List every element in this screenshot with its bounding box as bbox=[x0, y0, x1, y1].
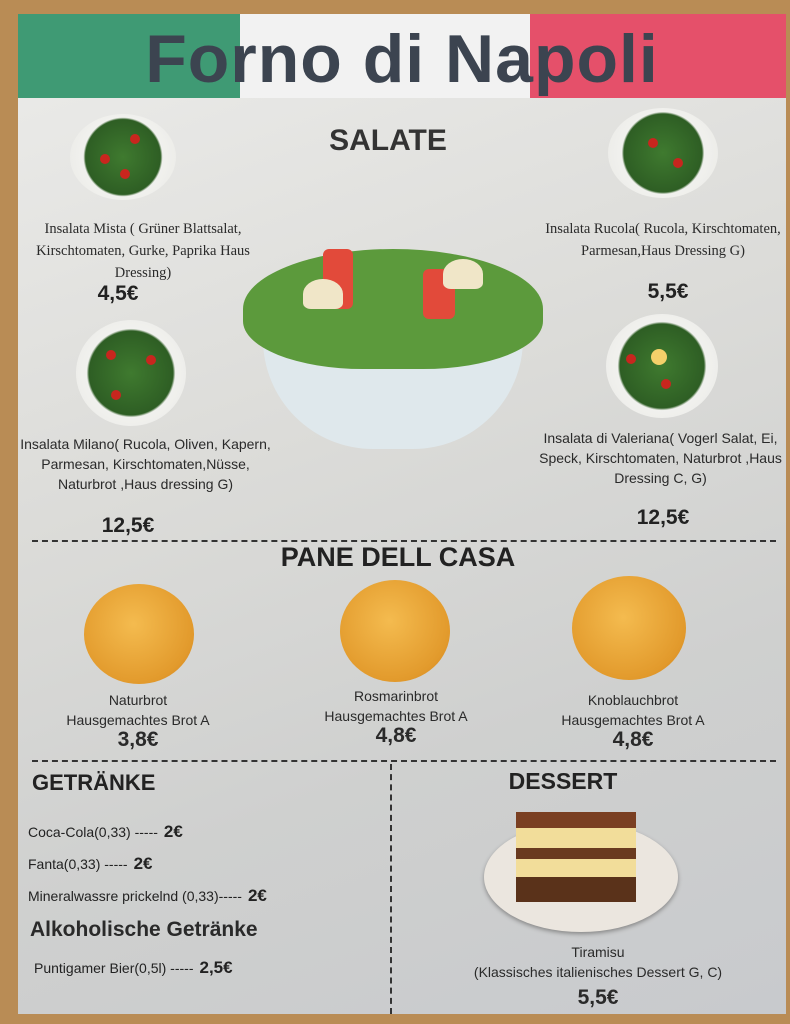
bread-image-rosmarinbrot bbox=[340, 580, 450, 682]
salad-image-valeriana bbox=[606, 314, 718, 418]
bread-name: Knoblauchbrot bbox=[587, 692, 679, 708]
bread-heading: PANE DELL CASA bbox=[280, 542, 516, 572]
drink-item: Mineralwassre prickelnd (0,33)----- 2€ bbox=[28, 886, 267, 906]
tiramisu-image bbox=[484, 812, 678, 932]
salad-milano-name: Insalata Milano( Rucola, Oliven, Kapern,… bbox=[20, 436, 271, 492]
bread-price: 3,8€ bbox=[117, 728, 159, 751]
salad-image-milano bbox=[76, 320, 186, 426]
salad-bowl-illustration bbox=[233, 229, 553, 454]
drink-name: Mineralwassre prickelnd (0,33)----- bbox=[28, 888, 242, 904]
drink-name: Fanta(0,33) ----- bbox=[28, 856, 128, 872]
drinks-heading: GETRÄNKE bbox=[32, 770, 156, 795]
drink-price: 2€ bbox=[133, 854, 153, 873]
salad-mista-name: Insalata Mista ( Grüner Blattsalat, Kirs… bbox=[36, 221, 250, 281]
drink-price: 2,5€ bbox=[199, 958, 233, 977]
section-divider bbox=[32, 760, 776, 762]
dessert-desc: (Klassisches italienisches Dessert G, C) bbox=[473, 964, 723, 980]
salads-heading: SALATE bbox=[329, 124, 447, 157]
dessert-name: Tiramisu bbox=[571, 944, 625, 960]
bread-image-knoblauchbrot bbox=[572, 576, 686, 680]
salad-rucola-name: Insalata Rucola( Rucola, Kirschtomaten, … bbox=[545, 221, 781, 259]
salad-rucola-price: 5,5€ bbox=[647, 280, 689, 303]
bread-rosmarinbrot: Rosmarinbrot Hausgemachtes Brot A 4,8€ bbox=[296, 686, 496, 746]
bread-name: Rosmarinbrot bbox=[353, 688, 439, 704]
drink-price: 2€ bbox=[163, 822, 183, 841]
salad-image-rucola bbox=[608, 108, 718, 198]
bread-desc: Hausgemachtes Brot A bbox=[66, 712, 210, 728]
drink-item: Coca-Cola(0,33) ----- 2€ bbox=[28, 822, 183, 842]
drink-price: 2€ bbox=[247, 886, 267, 905]
drink-item: Fanta(0,33) ----- 2€ bbox=[28, 854, 153, 874]
salad-mista-price: 4,5€ bbox=[97, 282, 139, 305]
salad-image-mista bbox=[70, 114, 176, 200]
drink-name: Puntigamer Bier(0,5l) ----- bbox=[34, 960, 194, 976]
column-divider bbox=[390, 764, 392, 1014]
bread-desc: Hausgemachtes Brot A bbox=[324, 708, 468, 724]
salad-milano-price: 12,5€ bbox=[101, 514, 155, 537]
drink-item: Puntigamer Bier(0,5l) ----- 2,5€ bbox=[34, 958, 233, 978]
restaurant-title: Forno di Napoli bbox=[145, 21, 659, 97]
dessert-heading: DESSERT bbox=[508, 768, 618, 794]
section-divider bbox=[32, 540, 776, 542]
bread-naturbrot: Naturbrot Hausgemachtes Brot A 3,8€ bbox=[38, 690, 238, 750]
bread-desc: Hausgemachtes Brot A bbox=[561, 712, 705, 728]
dessert-info: Tiramisu (Klassisches italienisches Desse… bbox=[418, 942, 778, 1008]
bread-image-naturbrot bbox=[84, 584, 194, 684]
bread-price: 4,8€ bbox=[375, 724, 417, 747]
drink-name: Coca-Cola(0,33) ----- bbox=[28, 824, 158, 840]
alcohol-heading: Alkoholische Getränke bbox=[30, 918, 258, 941]
salad-valeriana-name: Insalata di Valeriana( Vogerl Salat, Ei,… bbox=[539, 430, 782, 486]
bread-knoblauchbrot: Knoblauchbrot Hausgemachtes Brot A 4,8€ bbox=[533, 690, 733, 750]
bread-price: 4,8€ bbox=[612, 728, 654, 751]
dessert-price: 5,5€ bbox=[577, 986, 619, 1009]
bread-name: Naturbrot bbox=[108, 692, 168, 708]
salad-valeriana-price: 12,5€ bbox=[636, 506, 690, 529]
menu-page: Forno di Napoli SALATE Insalata Mista ( … bbox=[18, 14, 786, 1014]
italian-flag-banner bbox=[18, 14, 786, 98]
